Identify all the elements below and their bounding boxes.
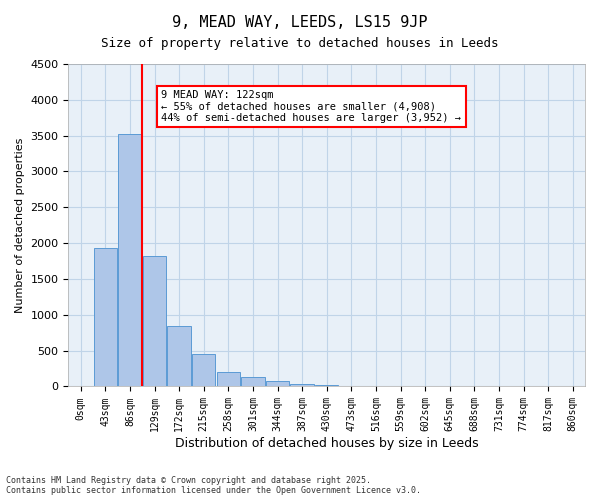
Bar (167, 326, 191, 386)
Bar (118, 134, 142, 386)
Bar (217, 372, 240, 386)
Bar (241, 377, 265, 386)
Text: Size of property relative to detached houses in Leeds: Size of property relative to detached ho… (101, 38, 499, 51)
Bar (266, 380, 289, 386)
Bar (143, 256, 166, 386)
Text: 9, MEAD WAY, LEEDS, LS15 9JP: 9, MEAD WAY, LEEDS, LS15 9JP (172, 15, 428, 30)
Y-axis label: Number of detached properties: Number of detached properties (15, 138, 25, 313)
Text: Contains HM Land Registry data © Crown copyright and database right 2025.
Contai: Contains HM Land Registry data © Crown c… (6, 476, 421, 495)
Bar (94, 248, 117, 386)
Text: 9 MEAD WAY: 122sqm
← 55% of detached houses are smaller (4,908)
44% of semi-deta: 9 MEAD WAY: 122sqm ← 55% of detached hou… (161, 90, 461, 123)
Bar (192, 354, 215, 386)
X-axis label: Distribution of detached houses by size in Leeds: Distribution of detached houses by size … (175, 437, 479, 450)
Bar (290, 384, 314, 386)
Bar (315, 385, 338, 386)
